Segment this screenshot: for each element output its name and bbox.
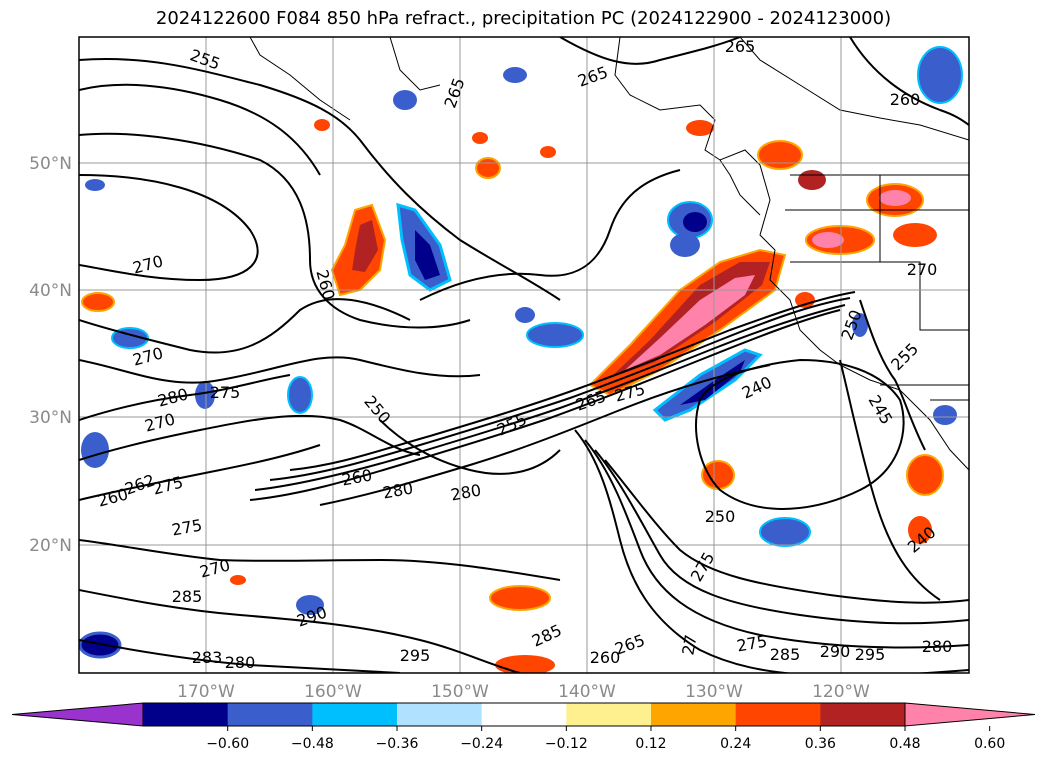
colorbar-segment	[481, 703, 567, 726]
precip-cell	[757, 140, 803, 170]
precip-patches	[79, 46, 963, 673]
precip-cell	[489, 585, 551, 611]
colorbar-tick-label: −0.60	[206, 736, 249, 752]
lon-label-140w: 140°W	[558, 682, 616, 702]
contour-label: 265	[725, 37, 756, 56]
precip-cell	[795, 292, 815, 308]
precip-cell	[893, 223, 937, 247]
colorbar-segment	[397, 703, 483, 726]
contour-label: 260	[890, 90, 921, 109]
colorbar-tick-label: 0.12	[635, 736, 666, 752]
colorbar-segment	[735, 703, 821, 726]
precip-cell	[475, 157, 501, 179]
colorbar-segment	[566, 703, 652, 726]
precip-cell	[812, 232, 844, 248]
colorbar-extend-max	[904, 702, 1036, 727]
longitude-labels: 170°W 160°W 150°W 140°W 130°W 120°W	[177, 682, 870, 702]
precip-cell	[515, 307, 535, 323]
colorbar-tick-label: −0.36	[376, 736, 419, 752]
chart-title: 2024122600 F084 850 hPa refract., precip…	[155, 8, 892, 29]
lon-label-150w: 150°W	[431, 682, 489, 702]
colorbar-tick-label: −0.24	[460, 736, 503, 752]
lon-label-170w: 170°W	[177, 682, 235, 702]
latitude-labels: 50°N 40°N 30°N 20°N	[29, 154, 72, 556]
lat-label-50n: 50°N	[29, 154, 72, 174]
precip-cell	[908, 516, 932, 544]
contour-label: 295	[855, 645, 886, 664]
precip-cell	[917, 46, 963, 104]
lon-label-160w: 160°W	[304, 682, 362, 702]
map-frame	[78, 36, 970, 674]
lat-label-20n: 20°N	[29, 536, 72, 556]
colorbar-segment	[227, 703, 313, 726]
lon-label-130w: 130°W	[685, 682, 743, 702]
contour-label: 283	[192, 648, 223, 667]
precip-west-navy	[415, 230, 440, 280]
contour-label: 270	[907, 260, 938, 279]
precip-cell	[759, 517, 811, 547]
precip-cell	[503, 67, 527, 83]
lon-label-120w: 120°W	[812, 682, 870, 702]
contour-label: 280	[922, 637, 953, 656]
colorbar-tick-label: −0.12	[545, 736, 588, 752]
precip-cell	[798, 170, 826, 190]
precip-cell	[472, 132, 488, 144]
colorbar-segment	[143, 703, 229, 726]
precip-cell	[495, 655, 555, 673]
precip-west-darkred	[352, 220, 378, 272]
map-background	[79, 37, 969, 673]
colorbar-outline	[142, 702, 906, 727]
colorbar-tick-label: −0.48	[291, 736, 334, 752]
precip-cell	[683, 212, 707, 232]
precip-cell	[670, 233, 700, 257]
precip-cell	[933, 405, 957, 425]
precip-cell	[85, 179, 105, 191]
contour-label: 295	[400, 646, 431, 665]
lat-label-30n: 30°N	[29, 408, 72, 428]
contour-label: 260	[590, 648, 621, 667]
contour-label: 275	[210, 383, 241, 402]
colorbar-tick-label: 0.36	[805, 736, 836, 752]
precip-cell	[686, 120, 714, 136]
precip-cell	[195, 381, 215, 409]
contour-label: 285	[172, 587, 203, 606]
precip-band-pink	[625, 275, 755, 370]
precip-cell	[879, 190, 911, 206]
precip-cell	[526, 322, 584, 348]
refractivity-contours	[79, 37, 969, 673]
colorbar-tick-label: 0.60	[974, 736, 1005, 752]
colorbar-tick-label: 0.48	[889, 736, 920, 752]
precip-cell	[81, 292, 115, 312]
colorbar-tick-label: 0.24	[720, 736, 751, 752]
colorbar: −0.60 −0.48 −0.36 −0.24 −0.12 0.12 0.24 0.36 0.4…	[11, 702, 1036, 752]
precip-cell	[393, 90, 417, 110]
precip-cell	[296, 595, 324, 615]
precip-cell	[701, 460, 735, 490]
precip-cell	[81, 432, 109, 468]
precip-cell	[540, 146, 556, 158]
colorbar-segment	[312, 703, 398, 726]
graticule	[79, 37, 969, 673]
coastlines	[249, 37, 969, 471]
precip-band-navy	[680, 360, 745, 405]
colorbar-extend-min	[11, 702, 144, 727]
precip-cell	[906, 454, 944, 496]
precip-cell	[230, 575, 246, 585]
precip-cell	[852, 313, 868, 337]
colorbar-segment	[651, 703, 737, 726]
colorbar-segment	[820, 703, 906, 726]
contour-label: 290	[820, 642, 851, 661]
precip-cell	[314, 119, 330, 131]
lat-label-40n: 40°N	[29, 281, 72, 301]
precip-cell	[287, 376, 313, 414]
contour-label: 250	[705, 507, 736, 526]
contour-label: 285	[770, 645, 801, 664]
contour-label: 280	[225, 653, 256, 672]
contour-label: 27	[678, 633, 700, 656]
